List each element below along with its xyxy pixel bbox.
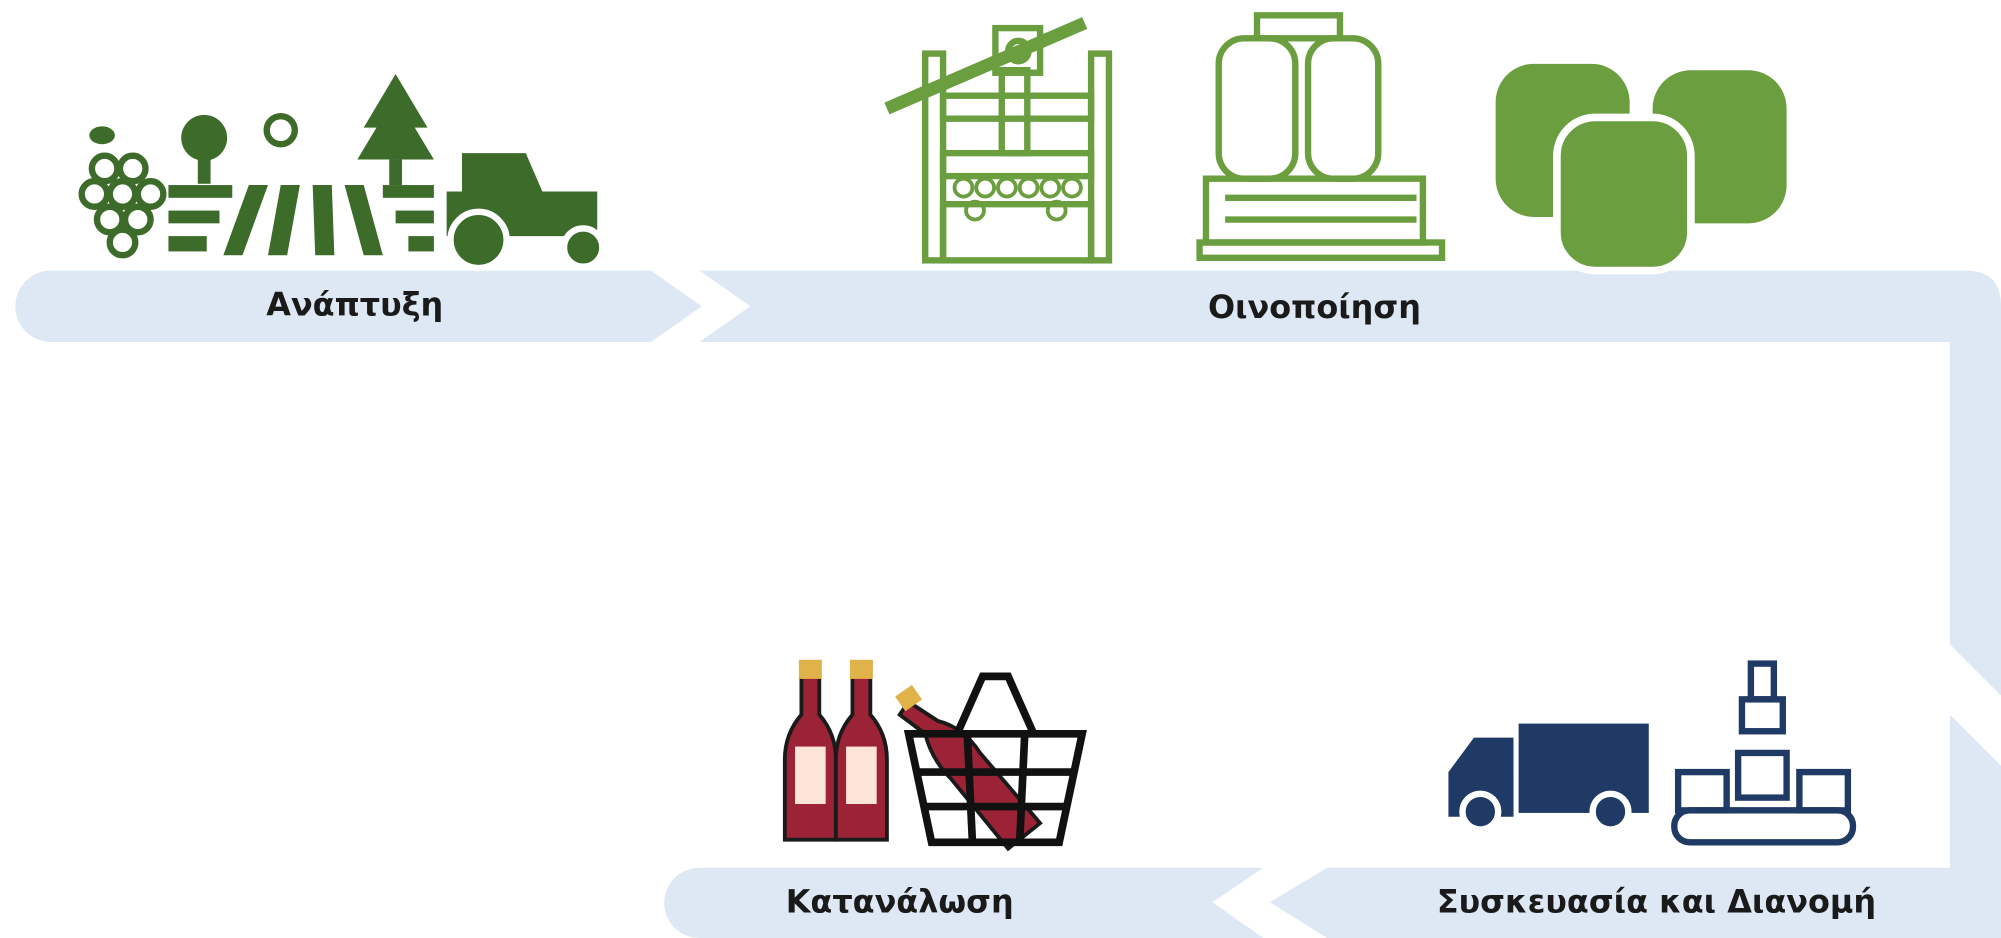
band-distribution bbox=[1269, 714, 2001, 938]
band-winemaking bbox=[699, 270, 2001, 696]
consumption-icons bbox=[782, 659, 1087, 852]
stage-label: Συσκευασία και Διανομή bbox=[1437, 883, 1876, 921]
band-consumption bbox=[664, 867, 1264, 938]
stage-label: Οινοποίηση bbox=[1208, 288, 1421, 326]
band-growth bbox=[15, 270, 702, 343]
stage-label: Κατανάλωση bbox=[786, 883, 1014, 921]
stage-label: Ανάπτυξη bbox=[266, 285, 443, 323]
growth-icons bbox=[78, 74, 606, 272]
winemaking-icons bbox=[884, 12, 1446, 264]
distribution-icons bbox=[1448, 660, 1857, 846]
flow-bands bbox=[15, 270, 2001, 938]
barrels bbox=[1495, 63, 1787, 275]
